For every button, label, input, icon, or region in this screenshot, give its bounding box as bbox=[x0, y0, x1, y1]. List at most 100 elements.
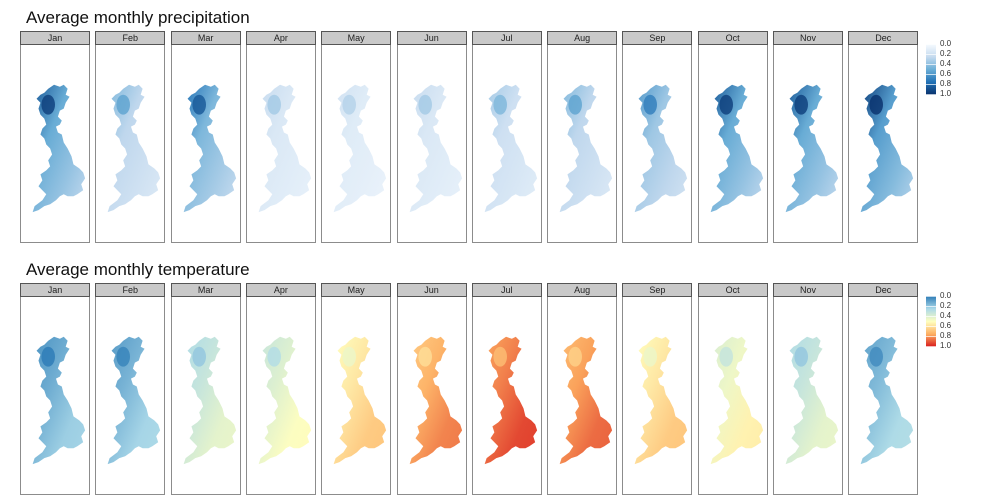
map-highland-patch bbox=[719, 94, 733, 115]
map-svg bbox=[860, 84, 914, 213]
map-highland-patch bbox=[191, 94, 206, 115]
facet-strip-label: Jul bbox=[471, 31, 542, 45]
map-svg bbox=[710, 84, 763, 213]
facet-plot-area bbox=[396, 297, 467, 495]
map-region-shape bbox=[107, 336, 161, 465]
map-region-shape bbox=[32, 336, 86, 465]
facet-strip-label: Jul bbox=[471, 283, 542, 297]
map-region-shape bbox=[785, 336, 839, 465]
map-region-shape bbox=[484, 336, 537, 465]
legend-tick-mark bbox=[926, 54, 936, 55]
map-highland-patch bbox=[342, 346, 357, 367]
facet-panel-nov: Nov bbox=[773, 31, 843, 243]
facet-plot-area bbox=[245, 297, 316, 495]
facet-strip-label: Feb bbox=[95, 283, 166, 297]
map-svg bbox=[785, 336, 839, 465]
legend-tick-label: 0.2 bbox=[940, 301, 952, 310]
legend-tick-label: 0.8 bbox=[940, 79, 952, 88]
map-svg bbox=[107, 84, 161, 213]
facet-strip-label: Oct bbox=[697, 283, 768, 297]
map-svg bbox=[32, 336, 86, 465]
facet-plot-area bbox=[697, 45, 768, 243]
facet-plot-area bbox=[95, 297, 166, 495]
map-svg bbox=[333, 336, 387, 465]
map-svg bbox=[710, 336, 763, 465]
map-region-shape bbox=[333, 84, 387, 213]
facet-strip-label: Dec bbox=[848, 283, 919, 297]
facet-strip-label: Aug bbox=[547, 31, 618, 45]
map-svg bbox=[860, 336, 914, 465]
legend-tick-label: 1.0 bbox=[940, 341, 952, 350]
map-highland-patch bbox=[417, 94, 432, 115]
map-highland-patch bbox=[417, 346, 432, 367]
map-svg bbox=[484, 84, 537, 213]
color-legend: 0.0 0.2 0.4 0.6 0.8 1.0 bbox=[926, 290, 986, 350]
facet-panel-jul: Jul bbox=[471, 283, 542, 495]
legend-tick-label: 0.0 bbox=[940, 291, 952, 300]
facet-plot-area bbox=[471, 45, 542, 243]
map-svg bbox=[635, 84, 688, 213]
map-highland-patch bbox=[794, 94, 808, 115]
facet-panel-feb: Feb bbox=[95, 283, 166, 495]
legend-tick-mark bbox=[926, 346, 936, 347]
map-region-shape bbox=[710, 84, 763, 213]
map-svg bbox=[409, 336, 462, 465]
map-region-shape bbox=[860, 336, 914, 465]
facet-strip-label: May bbox=[321, 31, 392, 45]
facet-strip-label: Dec bbox=[848, 31, 919, 45]
map-highland-patch bbox=[493, 346, 507, 367]
facet-panel-mar: Mar bbox=[170, 283, 241, 495]
legend-tick-mark bbox=[926, 74, 936, 75]
legend-tick-mark bbox=[926, 84, 936, 85]
map-region-shape bbox=[258, 84, 312, 213]
facet-plot-area bbox=[20, 45, 90, 243]
facet-panel-sep: Sep bbox=[622, 283, 693, 495]
map-highland-patch bbox=[41, 346, 55, 367]
map-region-shape bbox=[409, 84, 462, 213]
legend-tick-mark bbox=[926, 326, 936, 327]
legend-tick-mark bbox=[926, 44, 936, 45]
map-highland-patch bbox=[869, 94, 884, 115]
map-highland-patch bbox=[568, 94, 583, 115]
facet-strip-label: Aug bbox=[547, 283, 618, 297]
map-region-shape bbox=[559, 84, 613, 213]
map-svg bbox=[484, 336, 537, 465]
facet-strip-label: Sep bbox=[622, 31, 693, 45]
map-region-shape bbox=[183, 336, 236, 465]
temperature-section: Average monthly temperature Jan Feb Mar Apr… bbox=[0, 252, 1008, 504]
map-highland-patch bbox=[116, 346, 131, 367]
facet-strip-label: Jun bbox=[396, 31, 467, 45]
legend-tick-label: 0.0 bbox=[940, 39, 952, 48]
map-svg bbox=[409, 84, 462, 213]
map-highland-patch bbox=[191, 346, 206, 367]
facet-plot-area bbox=[321, 297, 392, 495]
facet-strip-label: Sep bbox=[622, 283, 693, 297]
facet-plot-area bbox=[20, 297, 90, 495]
facet-plot-area bbox=[321, 45, 392, 243]
facet-plot-area bbox=[245, 45, 316, 243]
facet-panel-aug: Aug bbox=[547, 283, 618, 495]
facet-panel-mar: Mar bbox=[170, 31, 241, 243]
legend-tick-label: 0.6 bbox=[940, 321, 952, 330]
facet-panel-jan: Jan bbox=[20, 31, 90, 243]
facet-plot-area bbox=[848, 297, 919, 495]
legend-tick-label: 0.4 bbox=[940, 59, 952, 68]
facet-strip-label: Apr bbox=[245, 283, 316, 297]
map-svg bbox=[258, 336, 312, 465]
map-highland-patch bbox=[794, 346, 808, 367]
map-region-shape bbox=[258, 336, 312, 465]
facet-plot-area bbox=[848, 45, 919, 243]
map-region-shape bbox=[710, 336, 763, 465]
map-svg bbox=[183, 336, 236, 465]
map-highland-patch bbox=[719, 346, 733, 367]
facet-strip-label: Mar bbox=[170, 283, 241, 297]
legend-tick-label: 0.4 bbox=[940, 311, 952, 320]
map-region-shape bbox=[183, 84, 236, 213]
map-svg bbox=[183, 84, 236, 213]
legend-color-bar bbox=[926, 44, 936, 95]
facet-plot-area bbox=[170, 45, 241, 243]
map-svg bbox=[258, 84, 312, 213]
facet-strip-label: Jan bbox=[20, 283, 90, 297]
legend-tick-mark bbox=[926, 336, 936, 337]
map-region-shape bbox=[860, 84, 914, 213]
